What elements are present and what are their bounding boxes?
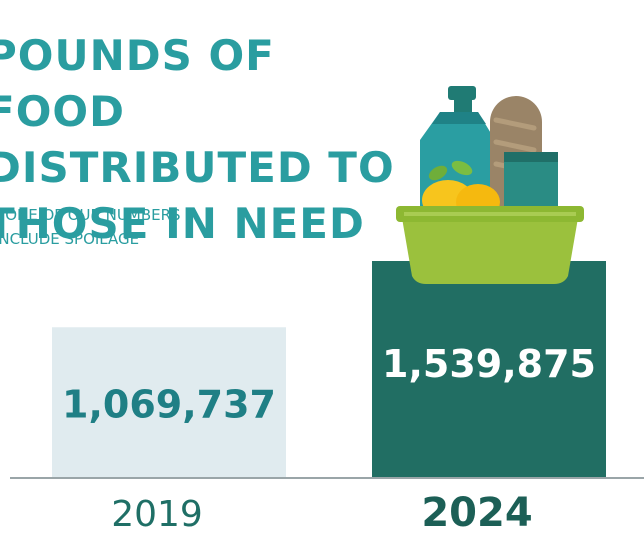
x-tick-label-2024: 2024 <box>421 490 532 535</box>
x-tick-label-2019: 2019 <box>111 494 203 535</box>
chart-note: NONE OF OUR NUMBERS INCLUDE SPOILAGE <box>0 206 181 248</box>
data-label-2024: 1,539,875 <box>382 342 596 386</box>
bar-2024 <box>372 261 606 478</box>
x-tick-labels: 2019 2024 <box>111 490 532 535</box>
data-labels: 1,069,737 1,539,875 <box>62 342 596 426</box>
bars <box>52 261 606 478</box>
bar-2019 <box>52 327 286 478</box>
data-label-2019: 1,069,737 <box>62 383 276 427</box>
chart-title: POUNDS OF FOOD DISTRIBUTED TO THOSE IN N… <box>0 31 395 248</box>
grocery-basket-icon <box>396 86 584 284</box>
